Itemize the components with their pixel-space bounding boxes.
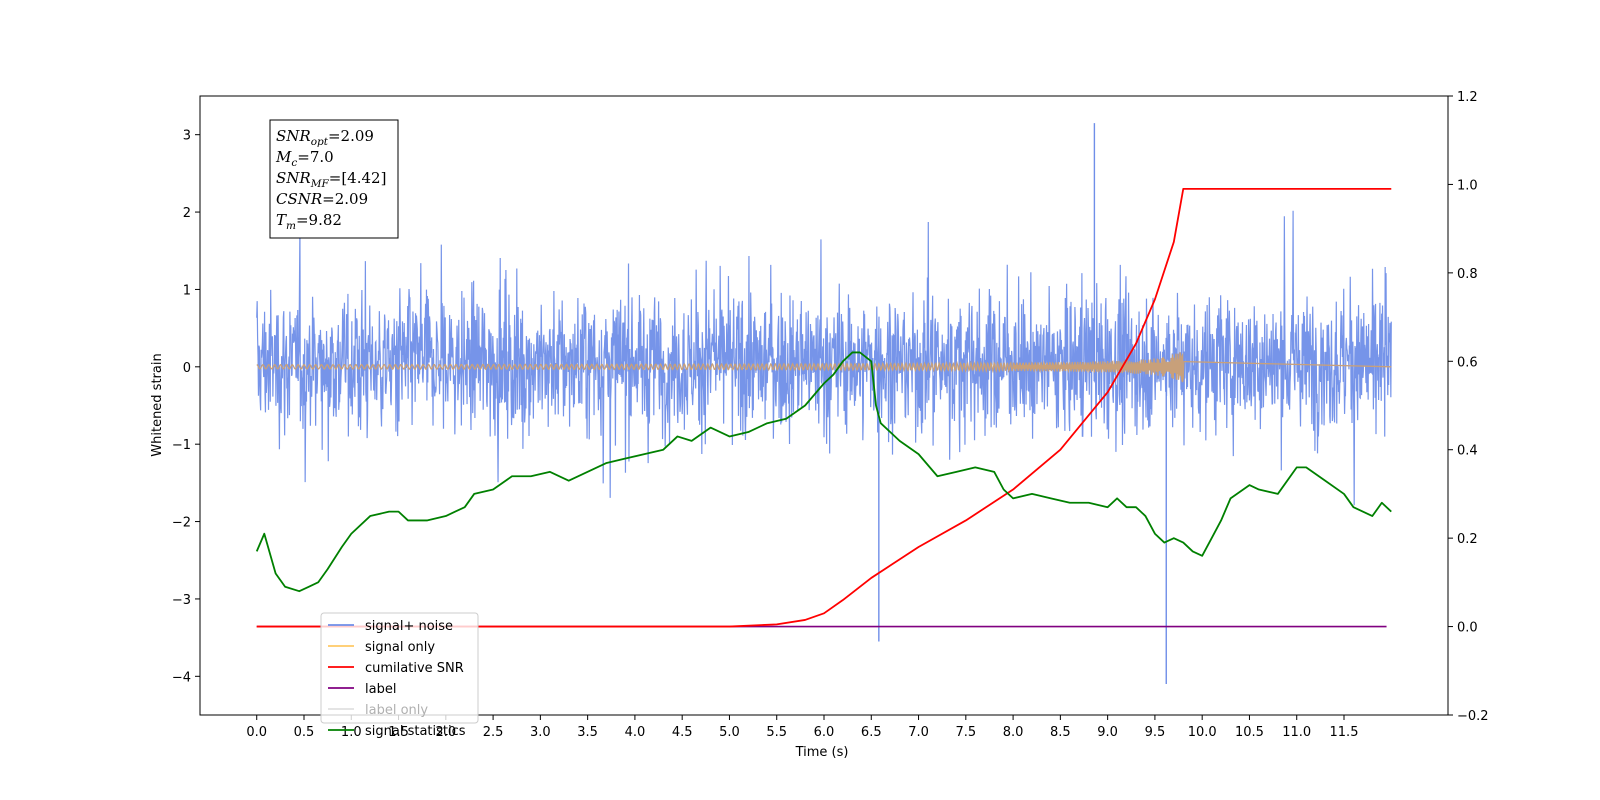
y-right-tick-label-2: 0.2 (1457, 532, 1478, 547)
annotation-line-0: SNRopt=2.09 (276, 127, 374, 148)
legend-label-3: label (365, 682, 396, 697)
annotation-box (269, 119, 399, 239)
y-right-tick-label-7: 1.2 (1457, 90, 1478, 105)
series-signal-noise-line (256, 210, 1392, 506)
axis-ticks: 0.0 0.5 1.0 1.5 2.0 2.5 3.0 3.5 4.0 4.5 5.0 5.5 6.0 6… (172, 90, 1489, 740)
y-tick-label-2: −2 (172, 516, 191, 531)
x-tick-label-0: 0.0 (246, 725, 267, 740)
y-tick-label-6: 2 (183, 206, 191, 221)
x-axis-label: Time (s) (795, 745, 849, 760)
series-signal-only-line (256, 352, 1392, 383)
y-tick-label-1: −3 (172, 593, 191, 608)
x-tick-label-18: 9.0 (1097, 725, 1118, 740)
y-right-tick-label-0: −0.2 (1457, 709, 1489, 724)
x-tick-label-19: 9.5 (1145, 725, 1166, 740)
series-signal-statistics-line (255, 351, 1392, 593)
y-right-tick-label-6: 1.0 (1457, 178, 1478, 193)
legend-label-5: signal statistics (365, 724, 466, 739)
x-tick-label-2: 1.0 (341, 725, 362, 740)
legend-box (320, 612, 479, 724)
y-right-tick-label-4: 0.6 (1457, 355, 1478, 370)
x-tick-label-3: 1.5 (388, 725, 409, 740)
y-right-tick-label-3: 0.4 (1457, 444, 1478, 459)
x-tick-label-15: 7.5 (955, 725, 976, 740)
x-tick-label-1: 0.5 (294, 725, 315, 740)
x-tick-label-20: 10.0 (1188, 725, 1217, 740)
x-tick-label-12: 6.0 (814, 725, 835, 740)
x-tick-label-21: 10.5 (1235, 725, 1264, 740)
legend-label-0: signal+ noise (365, 619, 453, 634)
x-tick-label-14: 7.0 (908, 725, 929, 740)
y-right-tick-label-5: 0.8 (1457, 267, 1478, 282)
y-tick-label-7: 3 (183, 129, 191, 144)
legend-label-2: cumilative SNR (365, 661, 464, 676)
x-tick-label-6: 3.0 (530, 725, 551, 740)
x-tick-label-7: 3.5 (577, 725, 598, 740)
legend-label-1: signal only (365, 640, 435, 655)
x-tick-label-9: 4.5 (672, 725, 693, 740)
y-right-tick-label-1: 0.0 (1457, 621, 1478, 636)
annotation-line-1: Mc=7.0 (275, 148, 334, 169)
x-tick-label-11: 5.5 (766, 725, 787, 740)
x-tick-label-13: 6.5 (861, 725, 882, 740)
x-tick-label-10: 5.0 (719, 725, 740, 740)
x-tick-label-23: 11.5 (1330, 725, 1359, 740)
series-cumulative-snr-line (256, 187, 1392, 628)
annotation-line-3: CSNR=2.09 (276, 190, 368, 208)
x-tick-label-5: 2.5 (483, 725, 504, 740)
y-tick-label-0: −4 (172, 670, 191, 685)
y-tick-label-4: 0 (183, 361, 191, 376)
x-tick-label-22: 11.0 (1282, 725, 1311, 740)
series-signal-only-envelope (1013, 352, 1184, 382)
x-tick-label-8: 4.0 (625, 725, 646, 740)
y-tick-label-3: −1 (172, 438, 191, 453)
legend: signal+ noise signal only cumilative SNR la… (320, 612, 479, 739)
x-tick-label-16: 8.0 (1003, 725, 1024, 740)
y-axis-label: Whitened strain (150, 353, 165, 456)
annotation-line-2: SNRMF=[4.42] (276, 169, 386, 190)
x-tick-label-4: 2.0 (435, 725, 456, 740)
y-tick-label-5: 1 (183, 283, 191, 298)
legend-label-4: label only (365, 703, 428, 718)
annotation-line-4: Tm=9.82 (276, 211, 342, 232)
x-tick-label-17: 8.5 (1050, 725, 1071, 740)
